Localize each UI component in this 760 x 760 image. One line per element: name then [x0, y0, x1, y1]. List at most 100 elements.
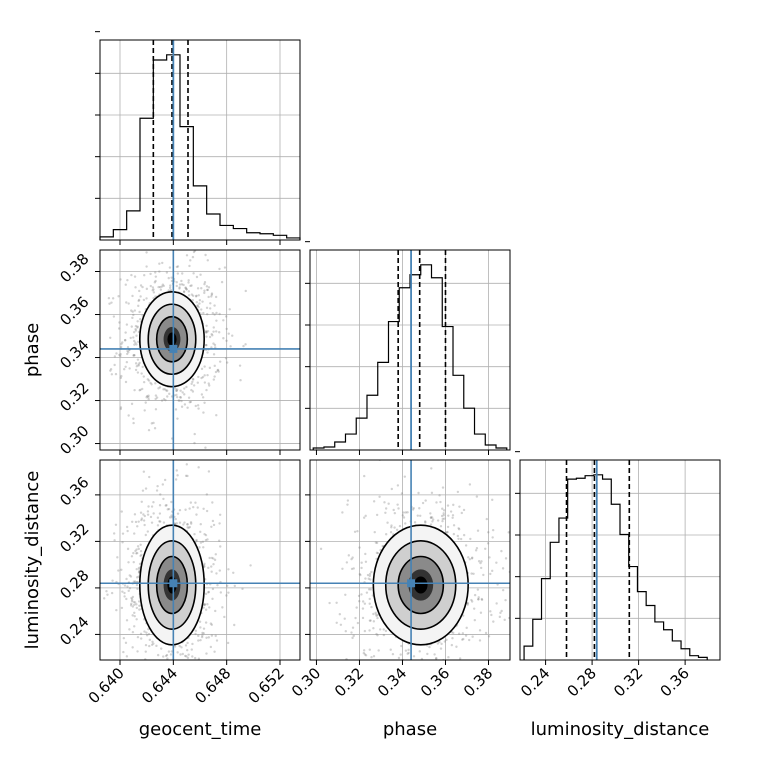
- sample-point: [182, 290, 186, 293]
- sample-point: [130, 599, 134, 603]
- sample-point: [396, 704, 398, 706]
- sample-point: [419, 514, 422, 517]
- sample-point: [458, 527, 461, 531]
- sample-point: [442, 509, 446, 512]
- sample-point: [158, 520, 162, 523]
- sample-point: [142, 375, 145, 378]
- sample-point: [139, 388, 142, 392]
- injection-marker: [407, 579, 416, 588]
- y-tick-label: 0.38: [56, 250, 92, 286]
- sample-point: [197, 294, 200, 297]
- hist-bar: [611, 504, 620, 660]
- sample-point: [168, 516, 172, 519]
- sample-point: [150, 668, 152, 670]
- sample-point: [112, 532, 116, 535]
- sample-point: [162, 497, 165, 501]
- sample-point: [199, 541, 203, 544]
- sample-point: [222, 319, 225, 322]
- sample-point: [170, 276, 173, 279]
- sample-point: [424, 521, 427, 524]
- sample-point: [202, 632, 205, 635]
- sample-point: [109, 367, 113, 371]
- sample-point: [226, 641, 230, 645]
- sample-point: [476, 588, 480, 591]
- sample-point: [223, 615, 226, 619]
- sample-point: [184, 654, 187, 658]
- sample-point: [362, 651, 366, 655]
- sample-point: [202, 411, 205, 414]
- sample-point: [361, 616, 365, 620]
- sample-point: [397, 700, 399, 702]
- sample-point: [136, 326, 139, 329]
- hist-bar: [356, 418, 367, 450]
- sample-point: [471, 556, 474, 559]
- sample-point: [459, 669, 461, 671]
- sample-point: [462, 533, 466, 537]
- sample-point: [191, 378, 195, 381]
- sample-point: [194, 632, 197, 636]
- sample-point: [406, 511, 409, 514]
- sample-point: [181, 681, 183, 683]
- sample-point: [141, 285, 144, 289]
- sample-point: [211, 501, 214, 504]
- sample-point: [190, 293, 194, 296]
- hist-bar: [247, 233, 260, 240]
- sample-point: [136, 358, 140, 361]
- sample-point: [175, 522, 178, 525]
- sample-point: [443, 517, 446, 520]
- sample-point: [352, 634, 355, 638]
- sample-point: [424, 499, 427, 502]
- sample-point: [185, 385, 188, 389]
- sample-point: [200, 393, 204, 396]
- sample-point: [402, 516, 406, 519]
- sample-point: [158, 262, 161, 265]
- sample-point: [225, 361, 229, 364]
- sample-point: [140, 500, 143, 503]
- sample-point: [189, 400, 193, 404]
- sample-point: [200, 367, 204, 371]
- sample-point: [370, 570, 373, 574]
- sample-point: [169, 288, 173, 292]
- sample-point: [381, 544, 384, 548]
- sample-point: [132, 600, 135, 604]
- sample-point: [417, 491, 420, 495]
- sample-point: [127, 589, 130, 593]
- sample-point: [164, 398, 167, 402]
- sample-point: [459, 664, 461, 666]
- sample-point: [480, 598, 484, 601]
- sample-point: [137, 299, 140, 303]
- sample-point: [150, 422, 154, 425]
- sample-point: [109, 336, 112, 340]
- sample-point: [119, 345, 123, 349]
- sample-point: [188, 507, 191, 510]
- sample-point: [106, 593, 109, 596]
- sample-point: [185, 254, 189, 257]
- sample-point: [145, 265, 148, 268]
- sample-point: [452, 631, 455, 635]
- sample-point: [125, 301, 128, 304]
- sample-point: [182, 283, 185, 287]
- sample-point: [350, 631, 353, 634]
- sample-point: [195, 275, 199, 279]
- sample-point: [397, 656, 401, 660]
- sample-point: [205, 331, 208, 334]
- sample-point: [370, 656, 373, 659]
- sample-point: [139, 637, 143, 640]
- sample-point: [186, 474, 189, 478]
- sample-point: [113, 355, 117, 358]
- sample-point: [191, 655, 194, 658]
- sample-point: [197, 407, 200, 410]
- sample-point: [341, 567, 344, 571]
- sample-point: [199, 273, 202, 276]
- sample-point: [187, 396, 191, 399]
- sample-point: [92, 680, 94, 682]
- hist-bar: [690, 656, 699, 660]
- sample-point: [194, 404, 197, 408]
- sample-point: [212, 330, 215, 333]
- sample-point: [186, 523, 189, 526]
- sample-point: [206, 288, 209, 292]
- sample-point: [128, 695, 130, 697]
- sample-point: [180, 666, 182, 668]
- y-tick-label: 0.36: [56, 293, 92, 329]
- sample-point: [154, 279, 157, 283]
